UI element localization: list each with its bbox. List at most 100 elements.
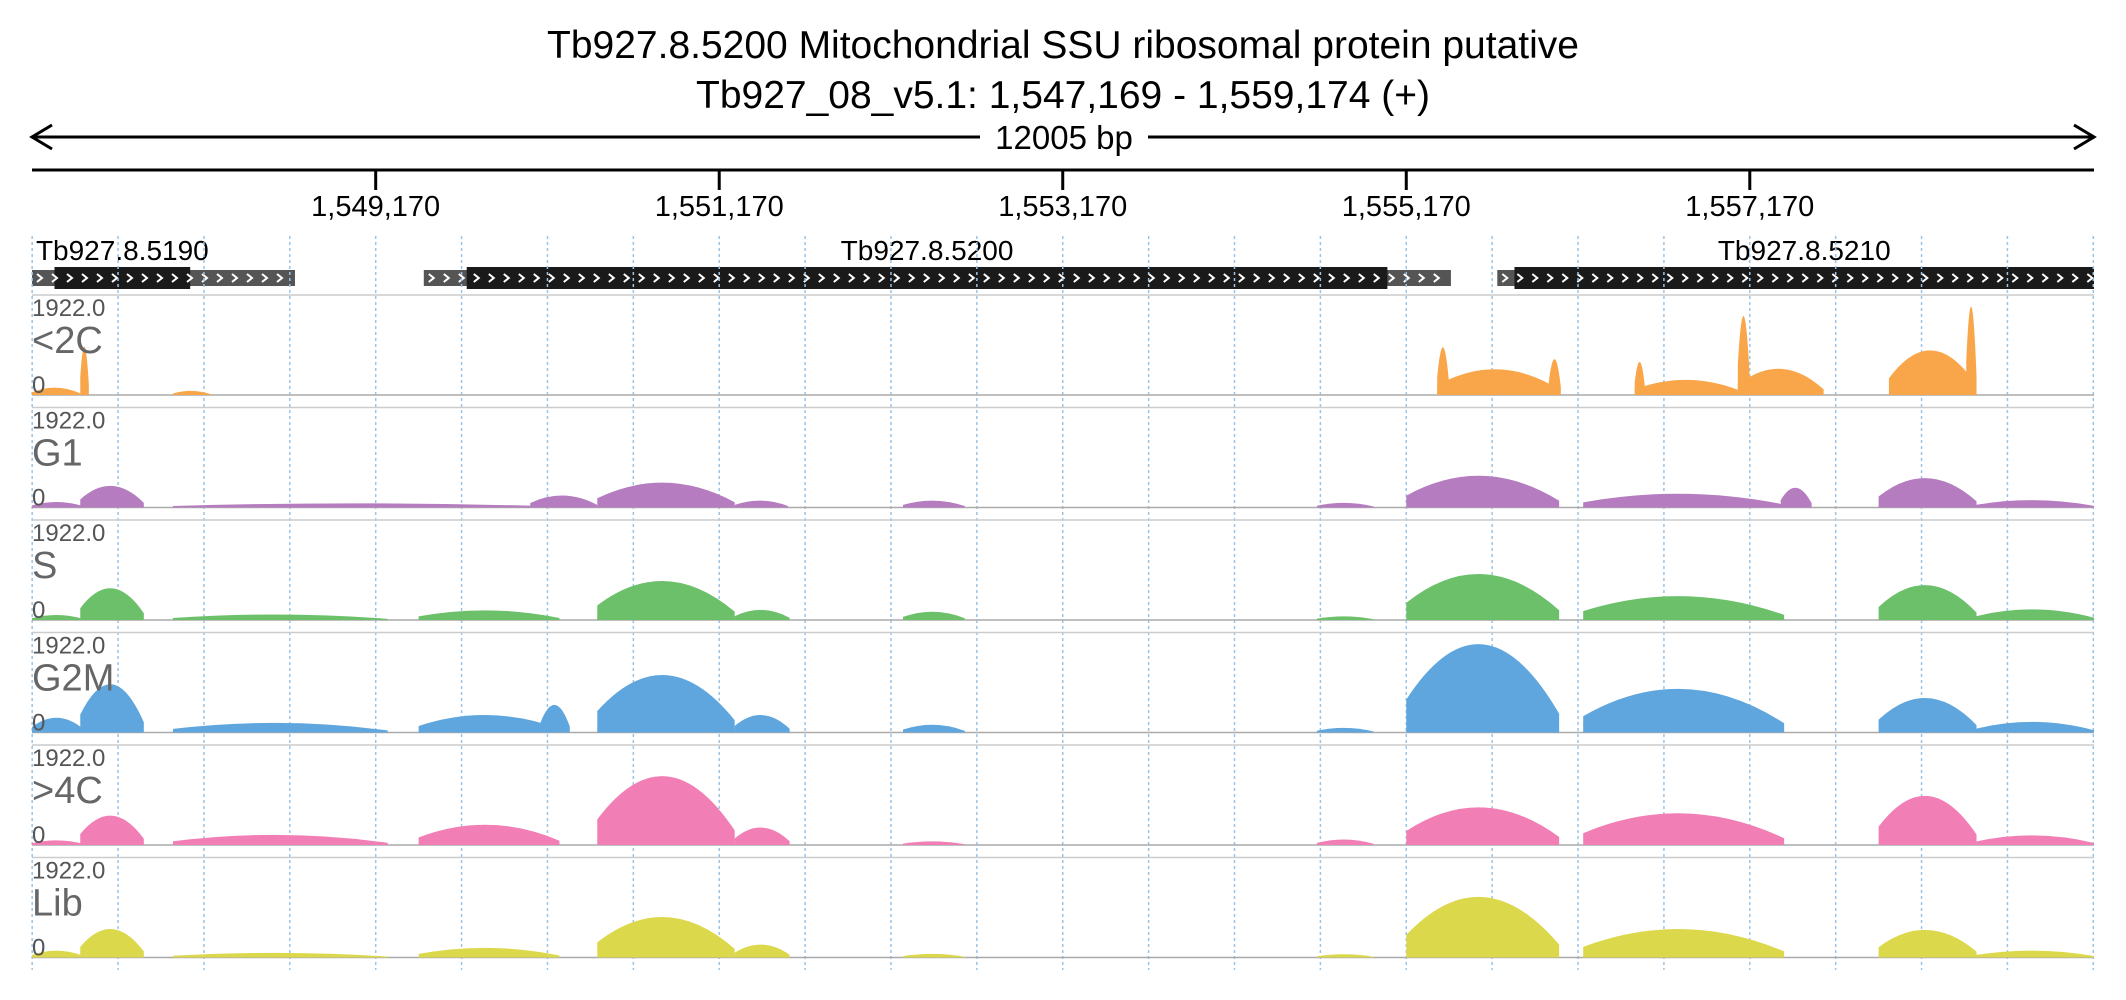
track-max-label: 1922.0 (32, 520, 105, 547)
coverage-area (1878, 478, 1977, 508)
coverage-area (1437, 369, 1560, 395)
track-name-label: G1 (32, 433, 83, 475)
coverage-area (80, 346, 89, 395)
strand-arrow-icon (1118, 273, 1126, 283)
strand-arrow-icon (81, 273, 89, 283)
tick-label: 1,555,170 (1342, 191, 1471, 223)
coverage-area (80, 684, 144, 733)
strand-arrow-icon (1163, 273, 1171, 283)
strand-arrow-icon (1373, 273, 1381, 283)
coverage-area (597, 917, 735, 958)
coverage-area (734, 609, 790, 620)
coverage-area (1878, 698, 1977, 733)
strand-arrow-icon (1028, 273, 1036, 283)
strand-arrow-icon (2071, 273, 2079, 283)
track-zero-label: 0 (32, 372, 45, 399)
coverage-area (80, 485, 144, 508)
coverage-area (1583, 596, 1785, 620)
track-zero-label: 0 (32, 710, 45, 737)
strand-arrow-icon (1313, 273, 1321, 283)
coverage-area (418, 610, 560, 620)
strand-arrow-icon (1546, 273, 1554, 283)
coverage-area (1406, 475, 1560, 508)
track-zero-label: 0 (32, 597, 45, 624)
span-arrow-left-icon (29, 123, 53, 151)
strand-arrow-icon (443, 273, 451, 283)
strand-arrow-icon (1516, 273, 1524, 283)
strand-arrow-icon (1088, 273, 1096, 283)
strand-arrow-icon (833, 273, 841, 283)
gene-label: Tb927.8.5210 (1718, 235, 1891, 266)
strand-arrow-icon (1711, 273, 1719, 283)
strand-arrow-icon (1328, 273, 1336, 283)
coverage-area (530, 495, 598, 508)
strand-arrow-icon (698, 273, 706, 283)
strand-arrow-icon (1696, 273, 1704, 283)
track-name-label: <2C (32, 320, 103, 362)
strand-arrow-icon (66, 273, 74, 283)
coverage-area (734, 827, 790, 845)
coverage-area (1634, 361, 1646, 395)
strand-arrow-icon (1636, 273, 1644, 283)
strand-arrow-icon (953, 273, 961, 283)
coverage-area (1583, 929, 1785, 958)
coverage-area (1548, 359, 1561, 395)
strand-arrow-icon (488, 273, 496, 283)
coverage-area (1976, 835, 2094, 845)
region-coordinates: Tb927_08_v5.1: 1,547,169 - 1,559,174 (+) (696, 74, 1430, 117)
strand-arrow-icon (1891, 273, 1899, 283)
strand-arrow-icon (1996, 273, 2004, 283)
track-name-label: G2M (32, 658, 114, 700)
coverage-area (80, 588, 144, 620)
track-max-label: 1922.0 (32, 745, 105, 772)
strand-arrow-icon (593, 273, 601, 283)
strand-arrow-icon (1906, 273, 1914, 283)
track-max-label: 1922.0 (32, 408, 105, 435)
strand-arrow-icon (1178, 273, 1186, 283)
strand-arrow-icon (1418, 273, 1426, 283)
coverage-area (1737, 368, 1824, 395)
tick-label: 1,551,170 (655, 191, 784, 223)
strand-arrow-icon (863, 273, 871, 283)
coverage-area (1406, 807, 1560, 845)
coverage-area (734, 715, 790, 733)
strand-arrow-icon (1726, 273, 1734, 283)
strand-arrow-icon (473, 273, 481, 283)
strand-arrow-icon (246, 273, 254, 283)
coverage-area (1888, 350, 1977, 395)
track-zero-label: 0 (32, 822, 45, 849)
strand-arrow-icon (261, 273, 269, 283)
strand-arrow-icon (1741, 273, 1749, 283)
coverage-area (1316, 839, 1374, 845)
track-max-label: 1922.0 (32, 633, 105, 660)
strand-arrow-icon (1133, 273, 1141, 283)
coverage-area (1966, 306, 1977, 395)
strand-arrow-icon (428, 273, 436, 283)
strand-arrow-icon (1681, 273, 1689, 283)
coverage-area (903, 500, 965, 508)
coverage-area (597, 776, 735, 845)
strand-arrow-icon (1921, 273, 1929, 283)
coverage-area (540, 704, 570, 733)
strand-arrow-icon (1238, 273, 1246, 283)
gene-cds-bar (466, 267, 1388, 289)
strand-arrow-icon (1846, 273, 1854, 283)
strand-arrow-icon (893, 273, 901, 283)
coverage-area (173, 614, 388, 620)
strand-arrow-icon (743, 273, 751, 283)
strand-arrow-icon (2011, 273, 2019, 283)
track-name-label: S (32, 545, 57, 587)
strand-arrow-icon (36, 273, 44, 283)
coverage-area (173, 722, 388, 733)
strand-arrow-icon (773, 273, 781, 283)
strand-arrow-icon (171, 273, 179, 283)
strand-arrow-icon (276, 273, 284, 283)
strand-arrow-icon (788, 273, 796, 283)
coverage-area (173, 503, 560, 508)
strand-arrow-icon (458, 273, 466, 283)
gene-label: Tb927.8.5200 (841, 235, 1014, 266)
track-max-label: 1922.0 (32, 858, 105, 885)
strand-arrow-icon (818, 273, 826, 283)
strand-arrow-icon (563, 273, 571, 283)
strand-arrow-icon (111, 273, 119, 283)
